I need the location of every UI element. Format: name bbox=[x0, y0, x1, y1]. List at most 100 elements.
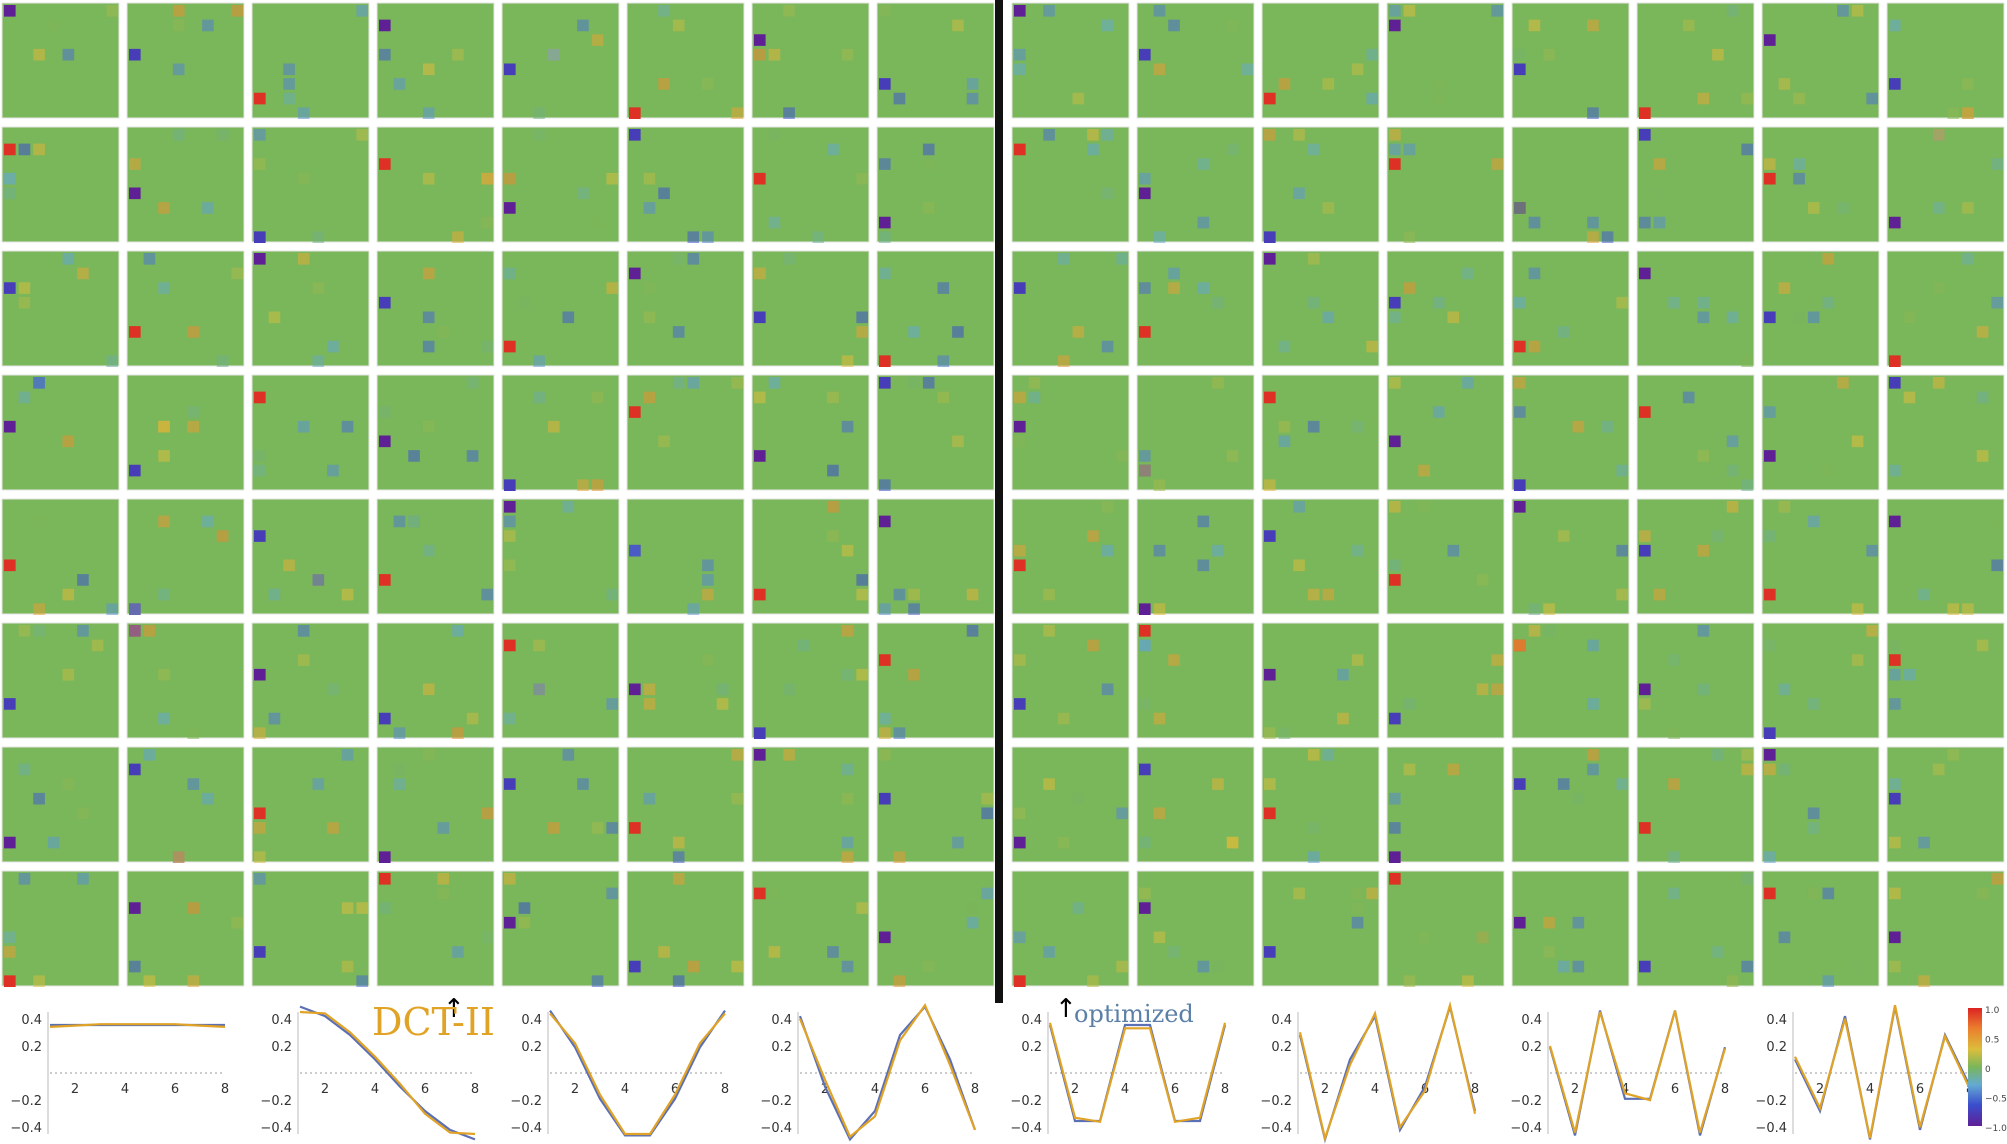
y-tick-label: 0.4 bbox=[521, 1013, 542, 1028]
matrix-panel bbox=[1261, 622, 1380, 739]
x-tick-label: 4 bbox=[121, 1082, 129, 1097]
matrix-cell bbox=[672, 975, 685, 987]
matrix-cell bbox=[1653, 216, 1666, 229]
matrix-cell bbox=[77, 574, 89, 586]
matrix-cell bbox=[1101, 544, 1114, 557]
matrix-panel bbox=[251, 746, 370, 863]
matrix-cell bbox=[1639, 960, 1651, 973]
matrix-cell bbox=[379, 158, 391, 170]
matrix-cell bbox=[1866, 92, 1878, 105]
matrix-cell bbox=[1139, 187, 1151, 200]
matrix-cell bbox=[879, 931, 891, 944]
matrix-cell bbox=[158, 668, 170, 681]
matrix-cell bbox=[437, 887, 450, 900]
matrix-cell bbox=[1087, 129, 1099, 141]
matrix-cell bbox=[1278, 78, 1291, 90]
matrix-cell bbox=[1764, 763, 1776, 776]
matrix-cell bbox=[1793, 92, 1805, 105]
matrix-cell bbox=[254, 530, 266, 542]
matrix-cell bbox=[577, 479, 589, 491]
matrix-panel bbox=[126, 498, 245, 615]
matrix-panel bbox=[1386, 126, 1505, 243]
matrix-cell bbox=[158, 202, 170, 214]
matrix-panel bbox=[1636, 126, 1755, 243]
matrix-cell bbox=[1514, 778, 1526, 790]
matrix-cell bbox=[1139, 763, 1151, 776]
matrix-cell bbox=[1918, 588, 1930, 601]
matrix-cell bbox=[1697, 92, 1710, 105]
matrix-panel bbox=[1886, 2, 2005, 119]
matrix-cell bbox=[187, 406, 200, 418]
y-tick-label: −0.4 bbox=[1260, 1121, 1292, 1136]
matrix-panel bbox=[626, 374, 745, 491]
matrix-cell bbox=[254, 92, 266, 105]
matrix-cell bbox=[1389, 851, 1401, 863]
matrix-cell bbox=[1514, 377, 1526, 389]
matrix-cell bbox=[408, 515, 420, 528]
matrix-cell bbox=[268, 712, 281, 725]
matrix-cell bbox=[1528, 267, 1541, 280]
matrix-panel bbox=[751, 2, 870, 119]
matrix-cell bbox=[1212, 960, 1224, 973]
matrix-cell bbox=[1932, 763, 1945, 776]
matrix-cell bbox=[172, 851, 185, 863]
matrix-cell bbox=[1101, 19, 1114, 32]
x-tick-label: 8 bbox=[221, 1082, 229, 1097]
optimized-label: optimized bbox=[1074, 1000, 1194, 1028]
matrix-cell bbox=[606, 822, 618, 834]
x-tick-label: 8 bbox=[971, 1082, 979, 1097]
matrix-panel bbox=[1886, 250, 2005, 367]
matrix-cell bbox=[422, 340, 435, 353]
matrix-cell bbox=[702, 559, 714, 572]
matrix-panel bbox=[1511, 622, 1630, 739]
x-tick-label: 2 bbox=[1321, 1082, 1329, 1097]
matrix-cell bbox=[1014, 5, 1026, 17]
matrix-cell bbox=[379, 19, 391, 32]
matrix-cell bbox=[879, 355, 891, 367]
matrix-cell bbox=[254, 822, 266, 834]
matrix-cell bbox=[231, 267, 243, 280]
matrix-panel bbox=[1761, 2, 1880, 119]
matrix-cell bbox=[1264, 253, 1276, 265]
matrix-cell bbox=[1293, 501, 1305, 513]
matrix-panel bbox=[501, 746, 620, 863]
matrix-cell bbox=[841, 836, 854, 849]
matrix-cell bbox=[1514, 406, 1526, 418]
matrix-cell bbox=[827, 464, 839, 477]
matrix-cell bbox=[856, 326, 868, 338]
matrix-cell bbox=[341, 588, 354, 601]
matrix-cell bbox=[1014, 391, 1026, 404]
matrix-cell bbox=[658, 435, 670, 448]
matrix-cell bbox=[18, 873, 31, 885]
matrix-cell bbox=[1668, 851, 1680, 863]
matrix-cell bbox=[1668, 296, 1680, 309]
matrix-panel bbox=[1, 498, 120, 615]
matrix-cell bbox=[1889, 931, 1901, 944]
matrix-cell bbox=[1587, 216, 1599, 229]
matrix-cell bbox=[1947, 107, 1960, 119]
matrix-cell bbox=[172, 63, 185, 76]
matrix-cell bbox=[768, 946, 781, 958]
matrix-cell bbox=[966, 625, 979, 637]
matrix-panel bbox=[751, 746, 870, 863]
y-tick-label: −0.2 bbox=[1510, 1094, 1542, 1109]
matrix-cell bbox=[1514, 639, 1526, 652]
matrix-panel bbox=[251, 2, 370, 119]
matrix-panel bbox=[1761, 498, 1880, 615]
matrix-cell bbox=[18, 763, 31, 776]
matrix-cell bbox=[452, 727, 464, 739]
matrix-panel bbox=[1386, 498, 1505, 615]
colorbar-tick-label: 0.5 bbox=[1985, 1036, 1999, 1046]
matrix-cell bbox=[768, 48, 781, 61]
matrix-cell bbox=[1962, 202, 1974, 214]
matrix-cell bbox=[754, 267, 766, 280]
matrix-cell bbox=[47, 19, 60, 32]
matrix-cell bbox=[1491, 683, 1503, 696]
matrix-cell bbox=[254, 873, 266, 885]
matrix-cell bbox=[1226, 836, 1239, 849]
matrix-cell bbox=[1639, 267, 1651, 280]
matrix-cell bbox=[1947, 749, 1960, 761]
matrix-cell bbox=[1322, 588, 1335, 601]
matrix-cell bbox=[1153, 603, 1166, 615]
matrix-cell bbox=[1616, 296, 1628, 309]
